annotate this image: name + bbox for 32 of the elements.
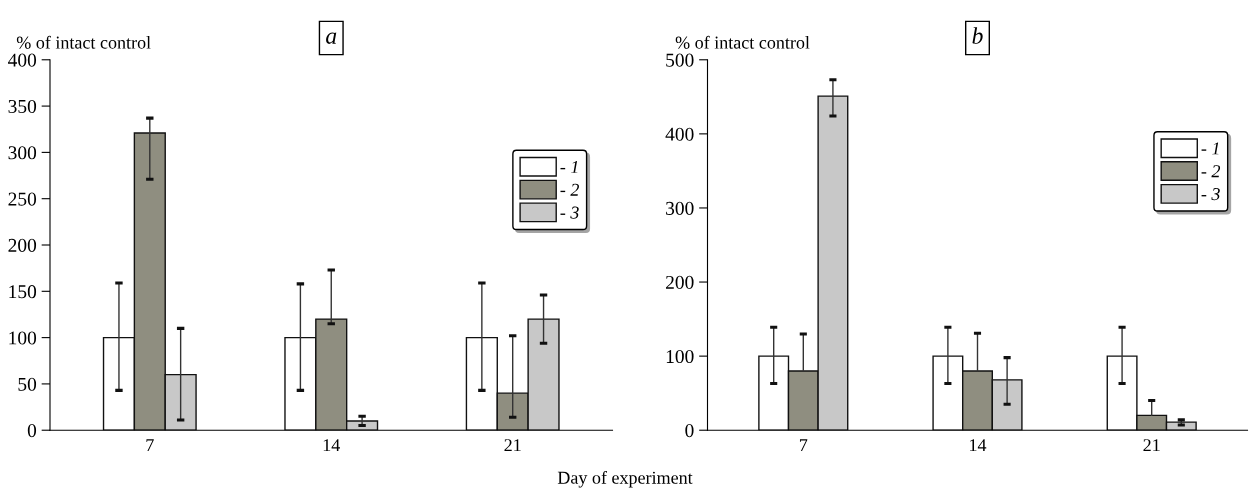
x-tick-label: 7 [146,439,154,452]
y-tick-label: 150 [9,285,37,299]
y-tick-label: 400 [8,53,37,67]
x-tick-label: 21 [504,439,521,452]
x-tick-label: 14 [970,439,987,452]
y-tick-label: 200 [8,238,37,252]
y-tick-label: 500 [666,53,694,67]
x-tick-label: 14 [323,439,340,452]
legend-label: - 2 [560,183,579,196]
chart-title: b [972,27,983,44]
x-tick-label: 21 [1143,439,1160,452]
y-tick-label: 50 [18,377,37,391]
legend-label: - 1 [560,160,578,173]
y-tick-label: 200 [665,275,694,289]
chart-title: a [326,32,337,44]
legend-label: - 2 [1201,165,1221,178]
y-axis-title: % of intact control [16,35,151,49]
x-tick-label: 7 [799,439,808,452]
legend-label: - 3 [560,206,579,219]
y-tick-label: 300 [666,201,694,215]
y-tick-label: 300 [8,146,37,160]
legend-label: - 1 [1201,142,1219,155]
legend-label: - 3 [1201,188,1220,201]
y-tick-label: 250 [8,192,37,206]
y-tick-label: 400 [665,127,694,141]
y-axis-title: % of intact control [675,35,810,49]
y-tick-label: 0 [27,424,37,438]
x-axis-title: Day of experiment [557,470,693,488]
y-tick-label: 100 [9,331,37,345]
y-tick-label: 100 [666,349,694,364]
y-tick-label: 350 [8,99,37,114]
y-tick-label: 0 [685,424,694,438]
